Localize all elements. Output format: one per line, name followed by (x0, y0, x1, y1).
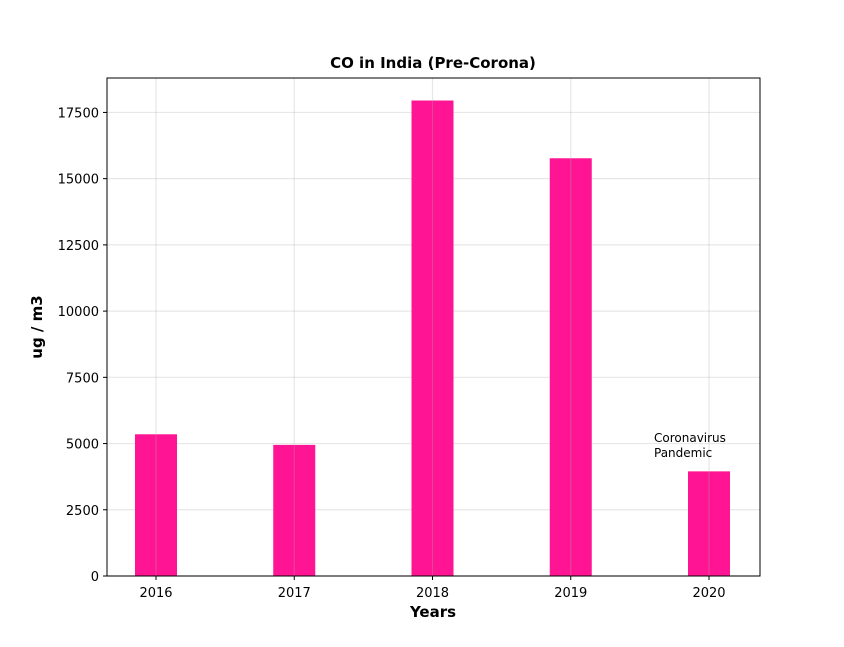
bar-2020 (688, 471, 730, 576)
y-axis-ticks: 0 2500 5000 7500 10000 12500 15000 17500 (58, 106, 107, 585)
bars-layer (135, 78, 730, 577)
bar-2016 (135, 434, 177, 576)
x-tick-label: 2018 (416, 586, 449, 601)
y-tick-label: 5000 (66, 438, 99, 453)
chart-title: CO in India (Pre-Corona) (330, 54, 536, 72)
bar-2017 (273, 444, 316, 576)
y-tick-label: 12500 (58, 239, 99, 254)
bar-2018 (411, 100, 454, 576)
x-tick-label: 2020 (692, 586, 725, 601)
x-tick-label: 2019 (554, 586, 587, 601)
plot-frame (106, 77, 761, 577)
x-axis-label: Years (409, 603, 456, 621)
bar-2019 (549, 158, 592, 577)
x-tick-label: 2016 (139, 586, 172, 601)
y-tick-label: 2500 (66, 504, 99, 519)
y-axis-label: ug / m3 (28, 295, 46, 358)
x-tick-label: 2017 (278, 586, 311, 601)
y-tick-label: 10000 (58, 305, 99, 320)
annotation-line: Pandemic (654, 446, 712, 460)
pandemic-annotation: Coronavirus Pandemic (654, 431, 726, 460)
annotation-line: Coronavirus (654, 431, 726, 445)
y-tick-label: 7500 (66, 371, 99, 386)
x-axis-ticks: 2016 2017 2018 2019 2020 (139, 576, 726, 601)
y-tick-label: 17500 (58, 106, 99, 121)
y-tick-label: 15000 (58, 173, 99, 188)
y-tick-label: 0 (91, 570, 99, 585)
